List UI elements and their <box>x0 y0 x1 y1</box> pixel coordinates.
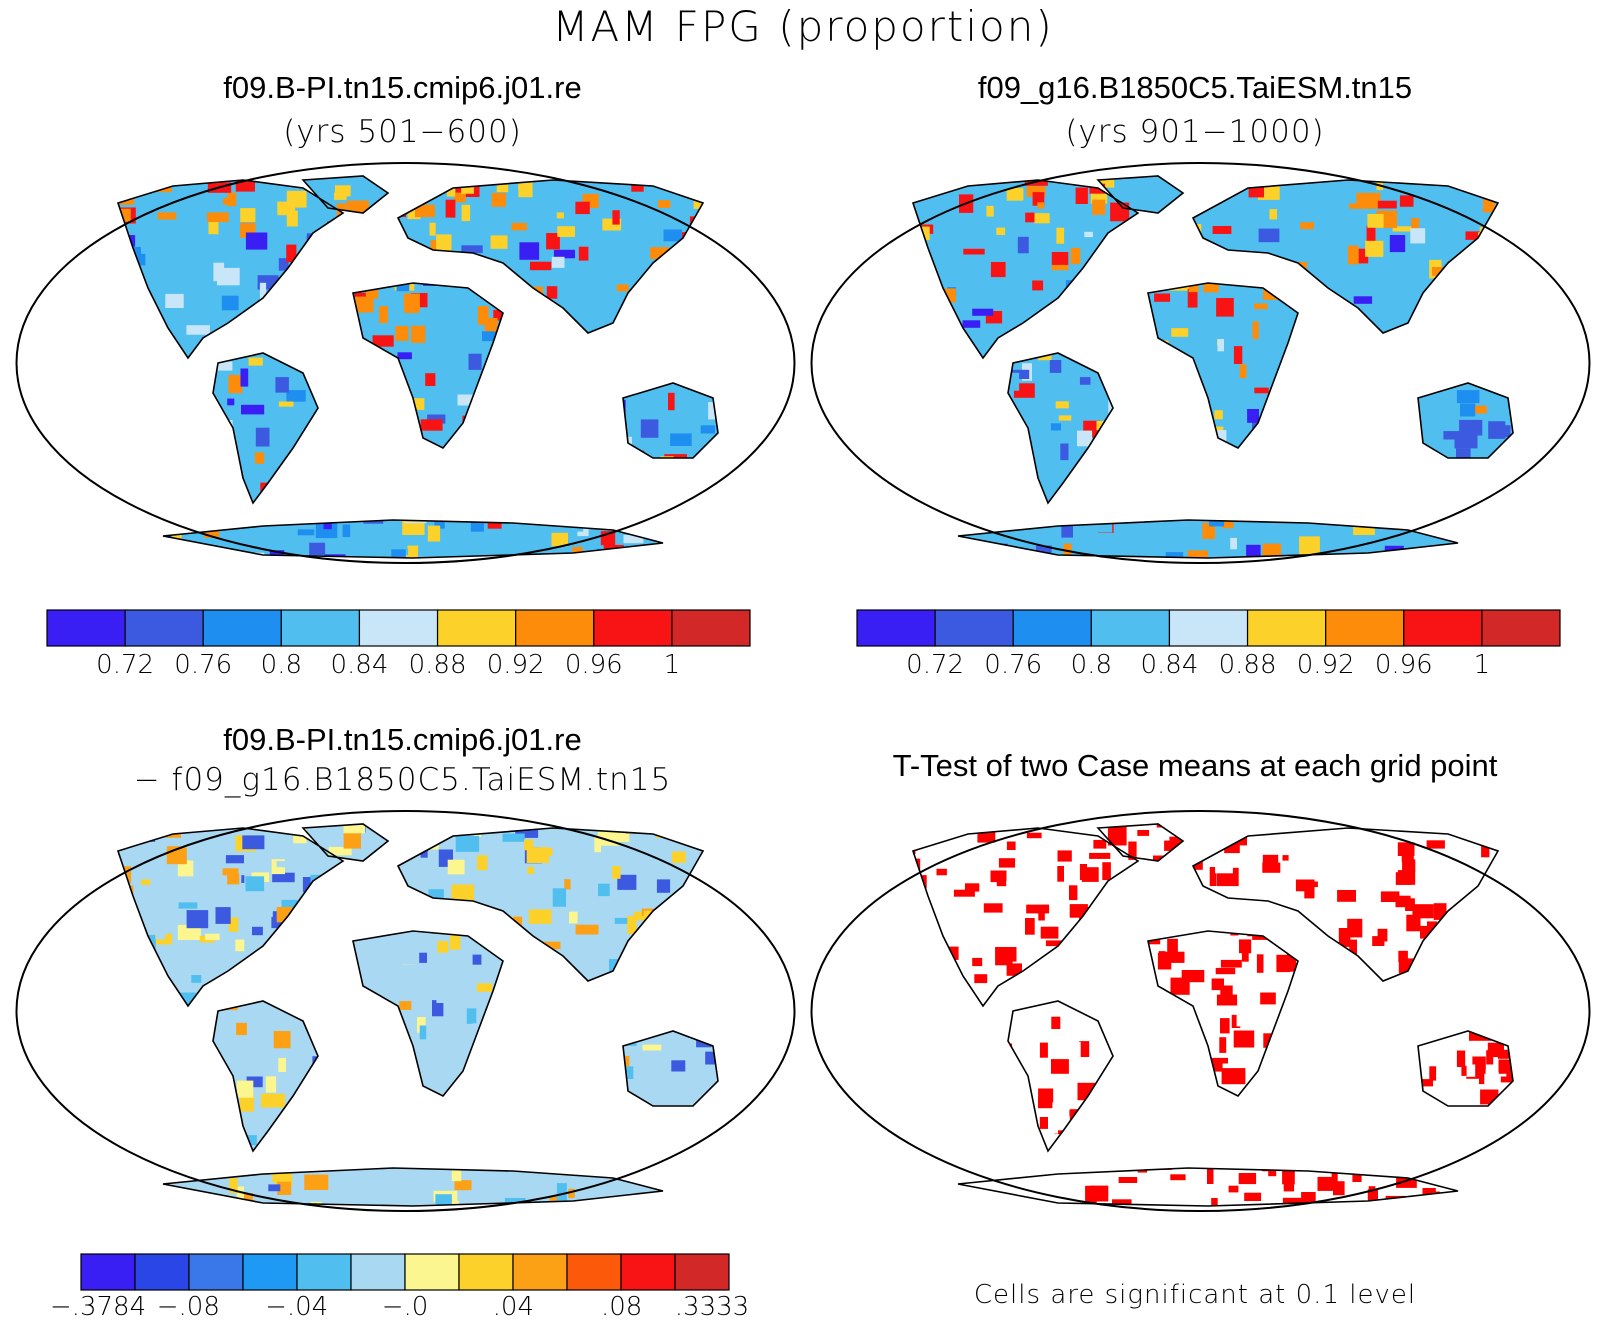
land-africa <box>353 283 503 448</box>
colorbar-box-8 <box>671 609 751 647</box>
colorbar-box-2 <box>1012 609 1092 647</box>
case2-title: f09_g16.B1850C5.TaiESM.tn15 <box>977 70 1413 105</box>
colorbar-tick-label: 0.92 <box>486 650 545 680</box>
case1-map <box>15 162 796 564</box>
colorbar-tick-label: −.04 <box>265 1292 329 1322</box>
land-north-america <box>913 180 1138 358</box>
colorbar-box-4 <box>1168 609 1249 647</box>
colorbar-tick-label: 0.76 <box>984 650 1043 680</box>
colorbar-box-0 <box>80 1253 136 1291</box>
colorbar-tick-label: −.3784 <box>49 1292 147 1322</box>
colorbar-box-2 <box>202 609 282 647</box>
map-boundary <box>15 162 796 564</box>
case1-title: f09.B-PI.tn15.cmip6.j01.re <box>223 70 582 105</box>
diff-colorbar <box>80 1253 730 1291</box>
colorbar-box-8 <box>1481 609 1561 647</box>
colorbar-tick-label: .04 <box>492 1292 535 1322</box>
ttest-title: T-Test of two Case means at each grid po… <box>892 748 1498 783</box>
colorbar-box-5 <box>1246 609 1327 647</box>
diff-map <box>15 810 796 1212</box>
map-boundary <box>15 810 796 1212</box>
land-antarctica <box>163 520 663 558</box>
ttest-significance-note: Cells are significant at 0.1 level <box>973 1280 1417 1310</box>
colorbar-box-0 <box>46 609 126 647</box>
colorbar-tick-label: .08 <box>600 1292 643 1322</box>
colorbar-box-3 <box>280 609 361 647</box>
colorbar-tick-label: 1 <box>663 650 681 680</box>
colorbar-tick-label: 0.96 <box>564 650 623 680</box>
land-australia <box>623 383 718 458</box>
colorbar-tick-label: −.0 <box>381 1292 429 1322</box>
colorbar-box-3 <box>242 1253 298 1291</box>
colorbar-box-6 <box>515 609 595 647</box>
colorbar-box-1 <box>134 1253 190 1291</box>
colorbar-tick-label: 0.72 <box>906 650 965 680</box>
colorbar-box-4 <box>358 609 439 647</box>
colorbar-tick-label: 0.76 <box>174 650 233 680</box>
case2-colorbar <box>856 609 1561 647</box>
colorbar-box-2 <box>188 1253 244 1291</box>
colorbar-box-6 <box>404 1253 460 1291</box>
colorbar-box-6 <box>1325 609 1405 647</box>
case1-colorbar-ticks: 0.72 0.76 0.8 0.84 0.88 0.92 0.96 1 <box>46 650 751 684</box>
colorbar-box-9 <box>566 1253 622 1291</box>
figure-title: MAM FPG (proportion) <box>552 2 1054 51</box>
colorbar-box-5 <box>436 609 517 647</box>
colorbar-box-1 <box>124 609 204 647</box>
case2-colorbar-ticks: 0.72 0.76 0.8 0.84 0.88 0.92 0.96 1 <box>856 650 1561 684</box>
colorbar-box-10 <box>620 1253 676 1291</box>
map-boundary <box>810 162 1591 564</box>
colorbar-box-4 <box>296 1253 352 1291</box>
colorbar-tick-label: .3333 <box>674 1292 750 1322</box>
ttest-map <box>810 810 1591 1212</box>
colorbar-box-7 <box>1403 609 1483 647</box>
case2-map <box>810 162 1591 564</box>
colorbar-box-5 <box>350 1253 406 1291</box>
map-boundary <box>810 810 1591 1212</box>
colorbar-tick-label: 0.8 <box>260 650 303 680</box>
colorbar-tick-label: 0.8 <box>1070 650 1113 680</box>
diff-colorbar-ticks: −.3784 −.08 −.04 −.0 .04 .08 .3333 <box>50 1292 749 1326</box>
case1-subtitle: (yrs 501−600) <box>283 114 522 150</box>
colorbar-tick-label: 0.92 <box>1296 650 1355 680</box>
colorbar-tick-label: 0.84 <box>1140 650 1199 680</box>
case1-colorbar <box>46 609 751 647</box>
diff-title: f09.B-PI.tn15.cmip6.j01.re <box>223 722 582 757</box>
colorbar-box-11 <box>674 1253 730 1291</box>
land-africa <box>1148 283 1298 448</box>
diff-subtitle: − f09_g16.B1850C5.TaiESM.tn15 <box>133 762 672 798</box>
colorbar-box-7 <box>593 609 673 647</box>
colorbar-tick-label: 0.72 <box>96 650 155 680</box>
colorbar-tick-label: 0.88 <box>1218 650 1277 680</box>
colorbar-tick-label: 0.88 <box>408 650 467 680</box>
colorbar-box-1 <box>934 609 1014 647</box>
colorbar-tick-label: −.08 <box>156 1292 220 1322</box>
case2-subtitle: (yrs 901−1000) <box>1065 114 1325 150</box>
colorbar-box-3 <box>1090 609 1171 647</box>
colorbar-tick-label: 1 <box>1473 650 1491 680</box>
colorbar-box-8 <box>512 1253 568 1291</box>
colorbar-box-7 <box>458 1253 514 1291</box>
colorbar-tick-label: 0.96 <box>1374 650 1433 680</box>
land-south-america <box>213 1001 318 1151</box>
land-south-america <box>1008 1001 1113 1151</box>
colorbar-tick-label: 0.84 <box>330 650 389 680</box>
land-africa <box>353 931 503 1096</box>
colorbar-box-0 <box>856 609 936 647</box>
